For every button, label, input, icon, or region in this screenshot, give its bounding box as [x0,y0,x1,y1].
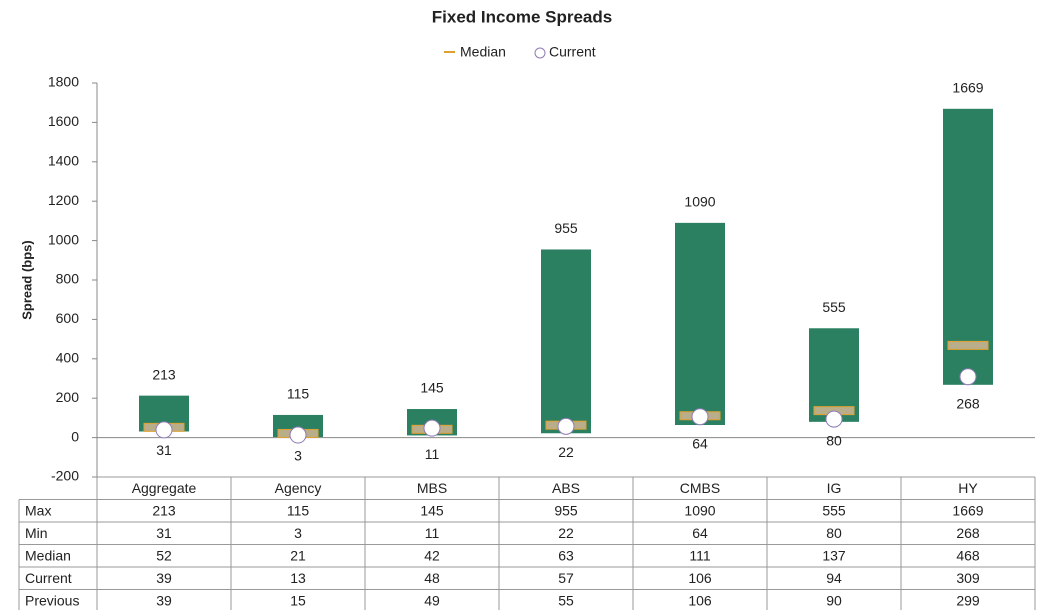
table-cell: 63 [558,547,574,563]
table-row-label: Previous [25,592,79,608]
min-label: 11 [425,446,440,462]
table-cell: 55 [558,592,574,608]
table-cell: 1669 [952,502,983,518]
x-tick-label: Aggregate [132,480,197,496]
table-cell: 15 [290,592,306,608]
table-row-label: Median [25,547,71,563]
current-marker [959,368,977,386]
table-cell: 1090 [684,502,715,518]
range-bar [541,249,591,434]
table-row-label: Max [25,502,51,518]
table-cell: 22 [558,525,574,541]
table-row-label: Current [25,570,72,586]
table-cell: 39 [156,570,172,586]
max-label: 1669 [952,80,983,96]
current-marker [155,421,173,439]
table-cell: 48 [424,570,440,586]
table-cell: 213 [152,502,176,518]
y-tick-label: 0 [71,428,79,444]
current-marker [289,426,307,444]
max-label: 955 [554,220,578,236]
min-label: 31 [156,442,172,458]
current-marker [825,410,843,428]
table-cell: 13 [290,570,306,586]
x-tick-label: MBS [417,480,447,496]
max-label: 213 [152,366,176,382]
max-label: 555 [822,299,846,315]
table-cell: 39 [156,592,172,608]
current-marker [423,419,441,437]
y-tick-label: 800 [56,271,80,287]
x-tick-label: HY [958,480,978,496]
min-label: 80 [826,433,842,449]
max-label: 145 [420,380,444,396]
max-label: 1090 [684,194,715,210]
y-tick-label: 200 [56,389,80,405]
y-tick-label: 1400 [48,153,79,169]
table-cell: 31 [156,525,172,541]
table-cell: 3 [294,525,302,541]
min-label: 22 [558,444,574,460]
median-marker [947,340,989,350]
y-tick-label: 1200 [48,192,79,208]
x-tick-label: ABS [552,480,580,496]
table-cell: 309 [956,570,980,586]
x-tick-label: CMBS [680,480,720,496]
y-tick-label: 1600 [48,113,79,129]
table-cell: 468 [956,547,980,563]
y-axis-label: Spread (bps) [19,240,34,319]
table-cell: 555 [822,502,846,518]
y-tick-label: 400 [56,350,80,366]
table-cell: 145 [420,502,444,518]
current-marker [691,408,709,426]
x-tick-label: Agency [275,480,322,496]
table-cell: 299 [956,592,980,608]
table-cell: 268 [956,525,980,541]
table-cell: 115 [287,502,310,518]
table-cell: 11 [425,525,440,541]
table-cell: 137 [822,547,846,563]
table-cell: 80 [826,525,842,541]
table-cell: 106 [688,570,712,586]
y-tick-label: 1000 [48,231,79,247]
table-cell: 57 [558,570,574,586]
current-marker [557,417,575,435]
legend-label: Current [549,44,596,60]
min-label: 268 [956,396,980,412]
min-label: 3 [294,448,302,464]
table-cell: 52 [156,547,172,563]
table-cell: 955 [554,502,578,518]
chart-title: Fixed Income Spreads [432,7,612,26]
table-cell: 64 [692,525,708,541]
table-cell: 42 [424,547,440,563]
table-cell: 90 [826,592,842,608]
table-cell: 111 [689,547,710,563]
table-cell: 49 [424,592,440,608]
range-bar [675,222,725,425]
table-cell: 21 [290,547,306,563]
legend-swatch [534,47,546,59]
table-cell: 94 [826,570,842,586]
max-label: 115 [287,386,310,402]
range-bar [943,108,993,385]
legend-label: Median [460,44,506,60]
y-tick-label: 1800 [48,74,79,90]
table-cell: 106 [688,592,712,608]
x-tick-label: IG [827,480,842,496]
y-tick-label: -200 [51,468,79,484]
y-tick-label: 600 [56,310,80,326]
min-label: 64 [692,436,708,452]
table-row-label: Min [25,525,48,541]
